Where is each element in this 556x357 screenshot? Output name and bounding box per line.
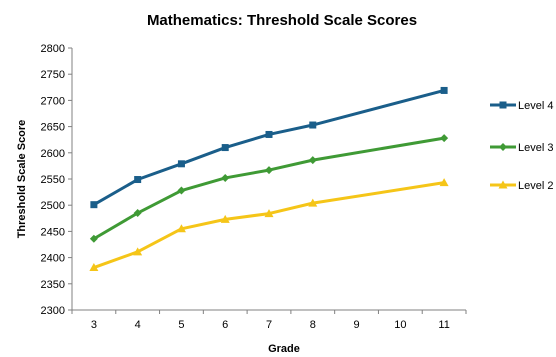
data-point-level-2 <box>439 178 449 187</box>
legend-item-level-2: Level 2 <box>490 180 553 192</box>
y-tick-label: 2650 <box>41 122 65 134</box>
data-point-level-4 <box>440 86 448 94</box>
y-tick-label: 2550 <box>41 174 65 186</box>
x-axis-ticks: 3 4 5 6 7 8 9 10 11 <box>71 310 467 331</box>
x-tick-label: 10 <box>394 319 406 331</box>
y-tick-label: 2500 <box>41 200 65 212</box>
data-point-level-2 <box>264 209 274 218</box>
y-tick-label: 2450 <box>41 226 65 238</box>
y-axis-ticks: 2300 2350 2400 2450 2500 2550 2600 2650 2700 2750… <box>41 43 72 317</box>
legend: Level 4 Level 3 Level 2 <box>490 100 553 192</box>
data-point-level-4 <box>265 130 273 138</box>
data-point-level-2 <box>220 214 230 223</box>
series-line-level-3 <box>93 136 445 241</box>
x-tick-label: 5 <box>178 319 184 331</box>
data-point-level-4 <box>221 144 229 152</box>
series-line-level-2 <box>93 181 445 269</box>
y-tick-label: 2600 <box>41 148 65 160</box>
x-tick-label: 6 <box>222 319 228 331</box>
legend-item-level-3: Level 3 <box>490 142 553 154</box>
series-layer <box>89 86 449 272</box>
legend-item-level-4: Level 4 <box>490 100 553 112</box>
data-point-level-3 <box>89 234 98 243</box>
y-tick-label: 2350 <box>41 279 65 291</box>
x-tick-label: 9 <box>353 319 359 331</box>
data-point-level-4 <box>90 201 98 209</box>
legend-label: Level 3 <box>518 142 553 154</box>
x-axis-title: Grade <box>268 343 300 355</box>
y-axis-title: Threshold Scale Score <box>16 120 28 239</box>
y-tick-label: 2700 <box>41 95 65 107</box>
x-tick-label: 7 <box>266 319 272 331</box>
x-tick-label: 11 <box>438 319 449 331</box>
data-point-level-4 <box>177 160 185 168</box>
series-level-3 <box>89 134 449 243</box>
x-tick-label: 8 <box>310 319 316 331</box>
x-tick-label: 3 <box>91 319 97 331</box>
data-point-level-2 <box>133 247 143 256</box>
legend-swatch-marker <box>499 143 507 151</box>
y-tick-label: 2750 <box>41 69 65 81</box>
data-point-level-3 <box>221 173 230 182</box>
data-point-level-2 <box>308 198 318 207</box>
series-level-2 <box>89 178 449 272</box>
x-tick-label: 4 <box>135 319 141 331</box>
y-tick-label: 2400 <box>41 253 65 265</box>
data-point-level-4 <box>309 121 317 129</box>
data-point-level-4 <box>134 176 142 184</box>
y-tick-label: 2800 <box>41 43 65 55</box>
data-point-level-3 <box>440 134 449 143</box>
data-point-level-2 <box>176 224 186 233</box>
y-tick-label: 2300 <box>41 305 65 317</box>
data-point-level-3 <box>133 209 142 218</box>
data-point-level-3 <box>265 166 273 175</box>
legend-swatch-marker <box>499 101 507 109</box>
legend-swatch-marker <box>498 180 508 189</box>
legend-label: Level 2 <box>518 180 553 192</box>
chart-title: Mathematics: Threshold Scale Scores <box>147 12 417 29</box>
legend-label: Level 4 <box>518 100 553 112</box>
data-point-level-3 <box>308 156 317 165</box>
series-level-4 <box>90 86 448 209</box>
data-point-level-3 <box>177 186 186 195</box>
data-point-level-2 <box>89 263 99 272</box>
